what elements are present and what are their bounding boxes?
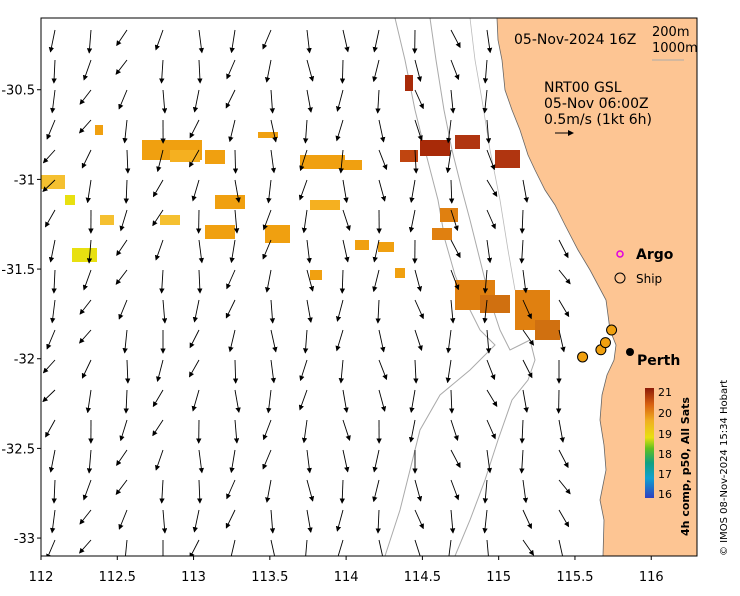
- colorbar-tick: 16: [658, 488, 672, 501]
- current-arrow: [342, 60, 343, 83]
- x-tick-label: 112: [29, 570, 54, 585]
- y-axis: -30.5 -31 -31.5 -32 -32.5 -33: [1, 84, 41, 547]
- ship-marker: [607, 325, 617, 335]
- colorbar-tick: 20: [658, 407, 672, 420]
- current-arrow: [235, 150, 236, 173]
- perth-marker: [626, 348, 634, 356]
- x-tick-label: 116: [639, 570, 664, 585]
- x-tick-label: 113.5: [251, 570, 288, 585]
- x-tick-label: 115.5: [556, 570, 593, 585]
- x-tick-label: 114.5: [404, 570, 441, 585]
- current-source-label: NRT00 GSL: [544, 80, 622, 96]
- colorbar-tick: 18: [658, 448, 672, 461]
- argo-label: Argo: [636, 247, 674, 263]
- ship-marker: [578, 352, 588, 362]
- x-axis: 112 112.5 113 113.5 114 114.5 115 115.5 116: [29, 556, 664, 585]
- x-tick-label: 114: [334, 570, 359, 585]
- perth-label: Perth: [637, 353, 680, 369]
- credit-label: © IMOS 08-Nov-2024 15:34 Hobart: [719, 380, 730, 556]
- current-time-label: 05-Nov 06:00Z: [544, 96, 649, 112]
- contour-1000-label: 1000m: [652, 41, 698, 56]
- y-tick-label: -32.5: [1, 442, 35, 457]
- x-tick-label: 113: [181, 570, 206, 585]
- x-tick-label: 115: [486, 570, 511, 585]
- current-scale-label: 0.5m/s (1kt 6h): [544, 112, 652, 128]
- colorbar-tick: 19: [658, 428, 672, 441]
- ship-marker: [600, 338, 610, 348]
- y-tick-label: -32: [14, 353, 35, 368]
- colorbar-title: 4h comp, p50, All Sats: [679, 397, 692, 536]
- colorbar-tick: 17: [658, 468, 672, 481]
- y-tick-label: -31.5: [1, 263, 35, 278]
- colorbar-tick: 21: [658, 386, 672, 399]
- y-tick-label: -30.5: [1, 84, 35, 99]
- y-tick-label: -33: [14, 532, 35, 547]
- date-label: 05-Nov-2024 16Z: [514, 32, 636, 48]
- contour-200-label: 200m: [652, 25, 689, 40]
- y-tick-label: -31: [14, 173, 35, 188]
- x-tick-label: 112.5: [99, 570, 136, 585]
- ship-label: Ship: [636, 272, 662, 286]
